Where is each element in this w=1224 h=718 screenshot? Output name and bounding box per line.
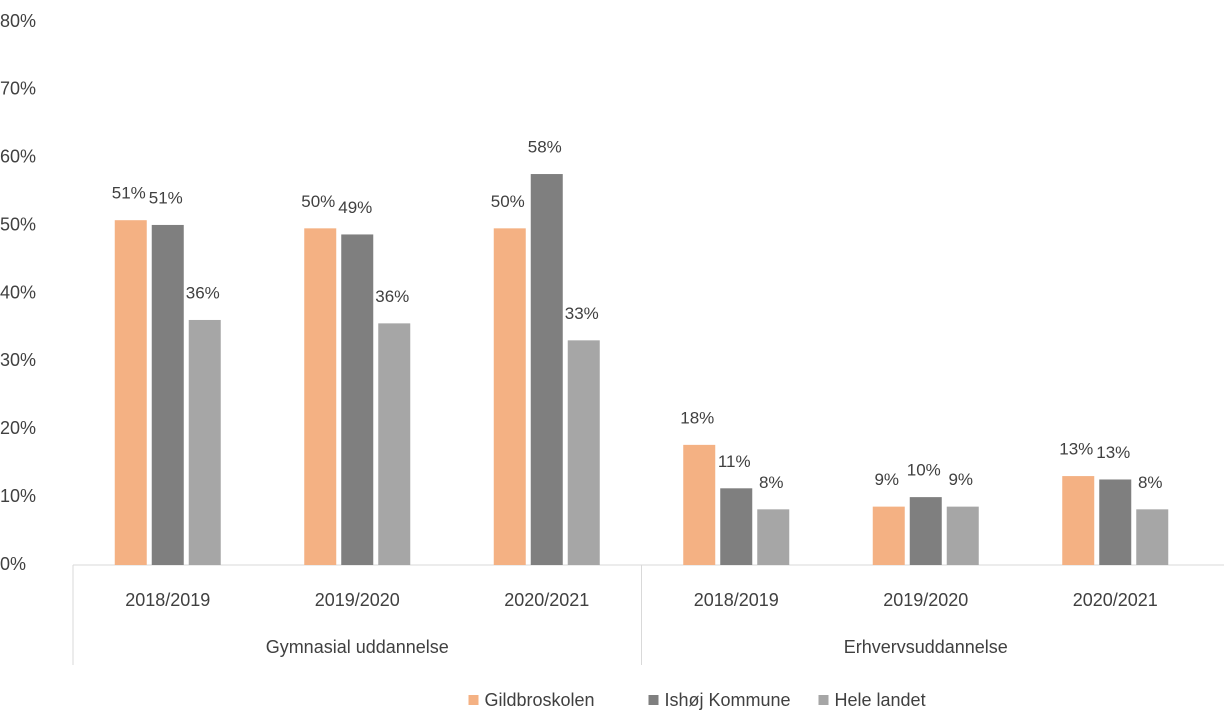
bar [567, 340, 600, 565]
value-label: 36% [186, 283, 220, 302]
bar [1136, 509, 1169, 565]
value-label: 13% [1059, 440, 1093, 459]
bar [341, 234, 374, 566]
value-label: 58% [528, 138, 562, 157]
bar [378, 323, 411, 565]
value-label: 8% [759, 473, 784, 492]
value-label: 9% [874, 470, 899, 489]
x-tick-label: 2018/2019 [694, 590, 779, 610]
value-label: 50% [301, 192, 335, 211]
bar [188, 319, 221, 565]
value-label: 18% [680, 408, 714, 427]
bar [683, 444, 716, 565]
value-label: 33% [565, 304, 599, 323]
value-label: 10% [907, 461, 941, 480]
y-tick-label: 10% [0, 486, 36, 506]
value-label: 51% [149, 188, 183, 207]
x-tick-label: 2019/2020 [883, 590, 968, 610]
bar [1062, 476, 1095, 565]
x-tick-label: 2020/2021 [1073, 590, 1158, 610]
value-label: 36% [375, 287, 409, 306]
value-label: 11% [718, 452, 751, 471]
bar [304, 228, 337, 565]
x-tick-label: 2019/2020 [315, 590, 400, 610]
y-tick-label: 40% [0, 282, 36, 302]
value-label: 49% [338, 198, 372, 217]
bar [530, 174, 563, 566]
legend-label: Hele landet [835, 690, 926, 710]
bar [114, 220, 147, 565]
value-label: 50% [491, 192, 525, 211]
value-label: 51% [112, 184, 146, 203]
y-tick-label: 60% [0, 147, 36, 167]
value-label: 8% [1138, 473, 1163, 492]
bar [757, 509, 790, 565]
x-tick-label: 2020/2021 [504, 590, 589, 610]
bar [493, 228, 526, 565]
legend-swatch [468, 695, 479, 705]
y-tick-label: 30% [0, 350, 36, 370]
group-label: Gymnasial uddannelse [266, 637, 449, 657]
group-label: Erhvervsuddannelse [844, 637, 1008, 657]
value-label: 9% [948, 470, 973, 489]
y-tick-label: 20% [0, 418, 36, 438]
x-tick-label: 2018/2019 [125, 590, 210, 610]
y-tick-label: 80% [0, 11, 36, 31]
legend-label: Gildbroskolen [485, 690, 595, 710]
legend-label: Ishøj Kommune [665, 690, 791, 710]
y-tick-label: 50% [0, 214, 36, 234]
bar [872, 506, 905, 565]
bar [151, 224, 184, 566]
bar [946, 506, 979, 565]
bar [1099, 479, 1132, 565]
bar [909, 497, 942, 565]
bar [720, 488, 753, 565]
y-tick-label: 70% [0, 79, 36, 99]
y-tick-label: 0% [0, 554, 26, 574]
legend-swatch [648, 695, 659, 705]
legend-swatch [818, 695, 829, 705]
value-label: 13% [1096, 443, 1130, 462]
